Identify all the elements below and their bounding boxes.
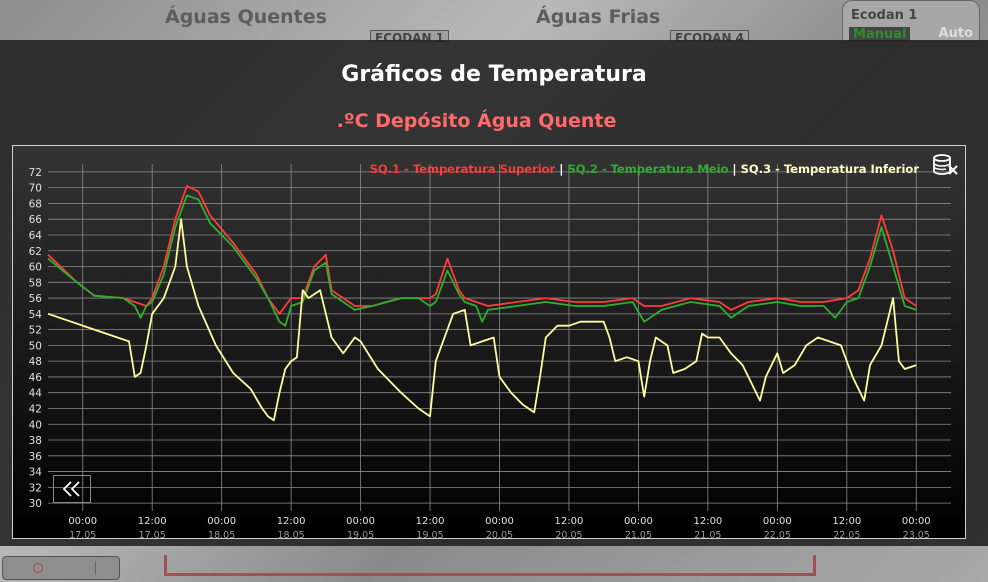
x-tick-label-date: 17.05	[139, 530, 166, 538]
y-tick-label: 70	[29, 183, 42, 195]
ecodan-control-panel: Ecodan 1 Manual Auto	[842, 0, 980, 42]
y-tick-label: 54	[29, 309, 43, 321]
x-tick-label-date: 18.05	[208, 530, 235, 538]
x-tick-label-date: 17.05	[69, 530, 96, 538]
x-tick-label-date: 21.05	[625, 530, 652, 538]
double-chevron-left-icon[interactable]	[53, 475, 91, 503]
y-tick-label: 34	[29, 467, 43, 479]
x-tick-label-time: 00:00	[624, 516, 653, 527]
bottom-control-button[interactable]	[2, 556, 120, 580]
x-tick-label-time: 12:00	[416, 516, 445, 527]
x-tick-label-time: 12:00	[277, 516, 306, 527]
series-line-sq1	[47, 185, 917, 315]
temperature-chart-svg: 30 32 34 36 38 40 42 44 46 48 50 52 54 56 58 60 62 64 66 68…	[29, 162, 988, 541]
temperature-chart: 30 32 34 36 38 40 42 44 46 48 50 52 54 56 58 60 62 64 66 68…	[12, 145, 988, 541]
x-tick-label-date: 19.05	[416, 530, 443, 538]
bottom-frame	[164, 555, 816, 576]
x-tick-label-date: 20.05	[555, 530, 582, 538]
y-tick-label: 62	[29, 246, 42, 258]
y-tick-label: 60	[29, 262, 42, 274]
y-tick-label: 42	[29, 403, 42, 415]
x-tick-label-time: 00:00	[763, 516, 792, 527]
legend-entry-sq2: SQ.2 - Temperatura Meio	[567, 162, 728, 176]
y-tick-label: 50	[29, 340, 42, 352]
y-tick-label: 48	[29, 356, 42, 368]
legend-separator: |	[555, 162, 567, 176]
x-tick-label-time: 12:00	[693, 516, 722, 527]
divider	[95, 561, 96, 575]
y-tick-label: 56	[29, 293, 43, 305]
x-tick-label-date: 22.05	[833, 530, 860, 538]
x-tick-label-date: 20.05	[486, 530, 513, 538]
database-close-icon[interactable]	[933, 154, 959, 176]
x-tick-label-date: 22.05	[764, 530, 791, 538]
x-tick-label-date: 18.05	[278, 530, 305, 538]
y-tick-label: 72	[29, 167, 42, 179]
y-tick-label: 44	[29, 388, 43, 400]
mode-auto-toggle[interactable]: Auto	[938, 26, 973, 41]
x-tick-label-time: 12:00	[555, 516, 584, 527]
panel-title: Ecodan 1	[851, 8, 918, 23]
x-tick-label-time: 00:00	[68, 516, 97, 527]
y-tick-label: 38	[29, 435, 42, 447]
x-tick-label-date: 23.05	[903, 530, 930, 538]
x-tick-label-time: 00:00	[902, 516, 931, 527]
status-led-icon	[33, 563, 43, 573]
y-tick-label: 46	[29, 372, 43, 384]
y-tick-label: 52	[29, 325, 42, 337]
legend-entry-sq3: SQ.3 - Temperatura Inferior	[741, 162, 920, 176]
chart-legend: SQ.1 - Temperatura Superior | SQ.2 - Tem…	[370, 162, 920, 176]
legend-entry-sq1: SQ.1 - Temperatura Superior	[370, 162, 556, 176]
series-line-sq2	[47, 194, 917, 327]
y-tick-label: 68	[29, 198, 42, 210]
x-tick-label-time: 00:00	[485, 516, 514, 527]
x-tick-label-time: 12:00	[832, 516, 861, 527]
x-tick-label-date: 21.05	[694, 530, 721, 538]
x-tick-label-time: 00:00	[207, 516, 236, 527]
x-tick-label-date: 19.05	[347, 530, 374, 538]
section-title-hot-water: Águas Quentes	[165, 6, 327, 28]
dialog-title: Gráficos de Temperatura	[341, 62, 647, 87]
y-tick-label: 30	[29, 498, 42, 510]
y-tick-label: 58	[29, 277, 42, 289]
y-tick-label: 40	[29, 419, 42, 431]
section-title-cold-water: Águas Frias	[536, 6, 661, 28]
y-tick-label: 66	[29, 214, 43, 226]
legend-separator: |	[728, 162, 740, 176]
y-tick-label: 64	[29, 230, 43, 242]
y-tick-label: 36	[29, 451, 43, 463]
x-tick-label-time: 12:00	[138, 516, 167, 527]
series-line-sq3	[47, 218, 917, 422]
mode-manual-toggle[interactable]: Manual	[849, 27, 911, 41]
x-tick-label-time: 00:00	[346, 516, 375, 527]
y-tick-label: 32	[29, 482, 42, 494]
chart-subtitle: .ºC Depósito Água Quente	[336, 110, 617, 132]
temperature-charts-dialog: Gráficos de Temperatura .ºC Depósito Águ…	[0, 40, 988, 546]
